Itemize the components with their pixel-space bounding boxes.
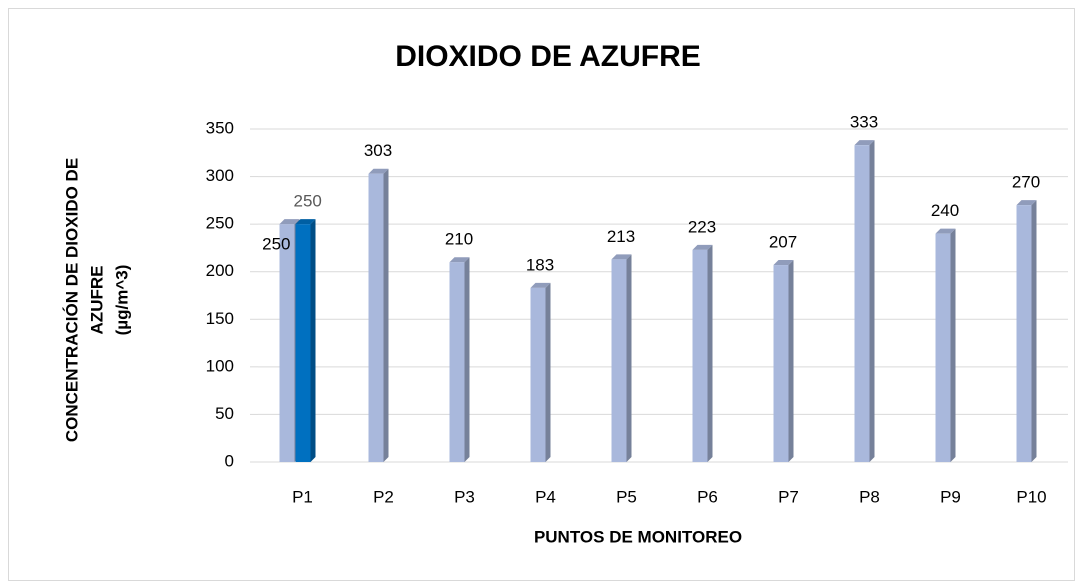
bar	[279, 224, 295, 462]
y-axis-title-line: AZUFRE	[87, 266, 106, 335]
y-tick-label: 350	[206, 118, 234, 137]
y-tick-label: 0	[225, 451, 234, 470]
bar-side	[1031, 200, 1037, 462]
bar-top	[935, 228, 956, 234]
bar-top	[279, 219, 300, 225]
bar	[611, 259, 627, 462]
y-axis-title-line: (µg/m^3)	[112, 265, 131, 336]
bar	[773, 265, 789, 462]
bar-top	[295, 219, 316, 225]
y-tick-label: 200	[206, 261, 234, 280]
bar-top	[854, 140, 875, 146]
x-tick-label: P1	[292, 487, 313, 506]
y-tick-label: 50	[215, 404, 234, 423]
bar	[692, 249, 708, 462]
bar-side	[707, 244, 713, 462]
bar	[530, 287, 546, 462]
x-tick-label: P6	[697, 487, 718, 506]
bar-side	[869, 140, 875, 462]
y-tick-label: 150	[206, 309, 234, 328]
data-label: 207	[769, 233, 797, 252]
data-label: 270	[1012, 173, 1040, 192]
data-label: 303	[364, 141, 392, 160]
data-label: 250	[294, 192, 322, 211]
bar	[368, 173, 384, 462]
bar-side	[310, 219, 316, 462]
x-tick-label: P2	[373, 487, 394, 506]
data-label: 223	[688, 217, 716, 236]
data-label: 250	[262, 235, 290, 254]
bar	[449, 262, 465, 462]
x-tick-label: P10	[1016, 487, 1046, 506]
bar-side	[788, 260, 794, 462]
bar-top	[530, 282, 551, 288]
x-tick-label: P4	[535, 487, 556, 506]
bar-side	[950, 228, 956, 462]
bar-side	[626, 254, 632, 462]
data-label: 210	[445, 230, 473, 249]
bar-top	[611, 254, 632, 260]
x-axis-title: PUNTOS DE MONITOREO	[534, 527, 742, 546]
bar	[854, 145, 870, 462]
data-label: 240	[931, 201, 959, 220]
bar-top	[368, 168, 389, 174]
bar-top	[449, 257, 470, 263]
bar-top	[773, 260, 794, 266]
chart-title: DIOXIDO DE AZUFRE	[395, 40, 701, 73]
bar-side	[545, 282, 551, 462]
bar	[1016, 205, 1032, 462]
bar-side	[383, 168, 389, 462]
x-tick-label: P3	[454, 487, 475, 506]
y-axis-title: CONCENTRACIÓN DE DIOXIDO DE AZUFRE (µg/m…	[62, 158, 131, 442]
bar-top	[692, 244, 713, 250]
x-tick-label: P8	[859, 487, 880, 506]
x-tick-label: P9	[940, 487, 961, 506]
data-label: 333	[850, 113, 878, 132]
data-label: 183	[526, 255, 554, 274]
y-tick-label: 250	[206, 214, 234, 233]
bar	[935, 233, 951, 462]
x-tick-label: P7	[778, 487, 799, 506]
data-label: 213	[607, 227, 635, 246]
bar-side	[464, 257, 470, 462]
y-tick-label: 100	[206, 356, 234, 375]
bar	[295, 224, 311, 462]
x-tick-label: P5	[616, 487, 637, 506]
bar-top	[1016, 200, 1037, 206]
y-axis-title-line: CONCENTRACIÓN DE DIOXIDO DE	[62, 158, 81, 442]
y-tick-label: 300	[206, 166, 234, 185]
